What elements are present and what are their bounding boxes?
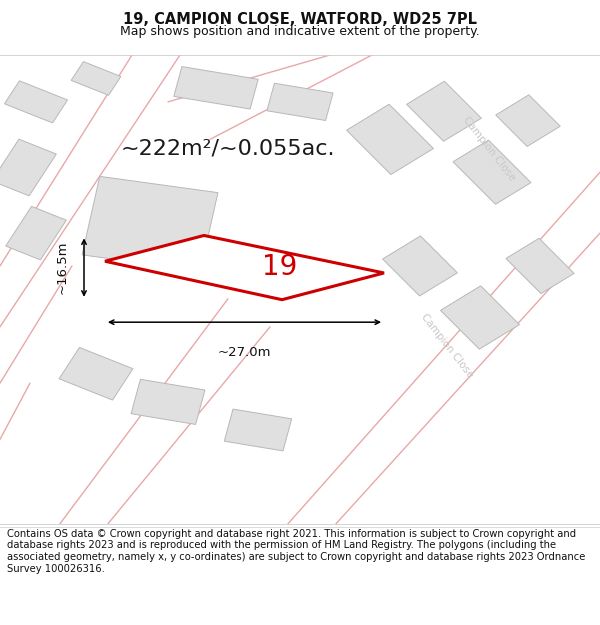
Polygon shape xyxy=(4,81,68,123)
Text: Map shows position and indicative extent of the property.: Map shows position and indicative extent… xyxy=(120,26,480,39)
Polygon shape xyxy=(71,62,121,95)
Text: ~16.5m: ~16.5m xyxy=(56,241,69,294)
Polygon shape xyxy=(131,379,205,424)
Text: ~27.0m: ~27.0m xyxy=(218,346,271,359)
Polygon shape xyxy=(383,236,457,296)
Text: 19, CAMPION CLOSE, WATFORD, WD25 7PL: 19, CAMPION CLOSE, WATFORD, WD25 7PL xyxy=(123,12,477,27)
Polygon shape xyxy=(5,206,67,260)
Polygon shape xyxy=(267,83,333,121)
Polygon shape xyxy=(224,409,292,451)
Text: 19: 19 xyxy=(262,253,298,281)
Polygon shape xyxy=(407,81,481,141)
Text: Campion Close: Campion Close xyxy=(419,312,475,379)
Polygon shape xyxy=(506,238,574,294)
Polygon shape xyxy=(59,348,133,400)
Text: Campion Close: Campion Close xyxy=(461,115,517,182)
Polygon shape xyxy=(0,139,56,196)
Polygon shape xyxy=(174,67,258,109)
Polygon shape xyxy=(453,140,531,204)
Polygon shape xyxy=(82,176,218,271)
Polygon shape xyxy=(105,236,384,299)
Polygon shape xyxy=(440,286,520,349)
Text: Contains OS data © Crown copyright and database right 2021. This information is : Contains OS data © Crown copyright and d… xyxy=(7,529,586,574)
Text: ~222m²/~0.055ac.: ~222m²/~0.055ac. xyxy=(121,139,335,159)
Polygon shape xyxy=(496,95,560,146)
Polygon shape xyxy=(347,104,433,174)
